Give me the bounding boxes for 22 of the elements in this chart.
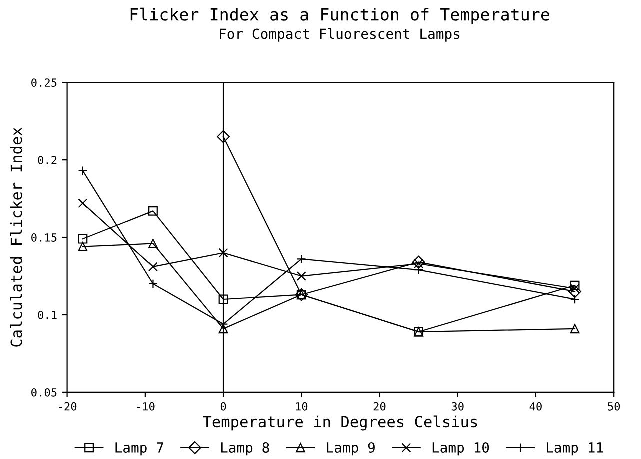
x-tick-label: 40	[530, 402, 542, 411]
x-tick-label: 30	[452, 402, 464, 411]
x-tick-label: -10	[137, 402, 155, 411]
x-tick-label: -20	[59, 402, 77, 411]
x-axis-title: Temperature in Degrees Celsius	[203, 416, 478, 431]
y-tick-label: 0.15	[32, 234, 57, 242]
x-tick-label: 10	[296, 402, 308, 411]
legend-label: Lamp 7	[116, 442, 164, 456]
y-tick-label: 0.05	[32, 388, 57, 397]
legend-label: Lamp 11	[547, 442, 604, 456]
y-axis-title: Calculated Flicker Index	[10, 128, 22, 347]
legend-label: Lamp 9	[327, 442, 375, 456]
y-tick-label: 0.25	[32, 78, 57, 88]
x-tick-label: 0	[220, 402, 226, 411]
chart-subtitle: For Compact Fluorescent Lamps	[220, 28, 460, 42]
legend-label: Lamp 8	[221, 442, 270, 456]
legend-label: Lamp 10	[432, 442, 490, 456]
x-tick-label: 50	[608, 402, 620, 411]
y-tick-label: 0.2	[38, 156, 57, 164]
chart-title: Flicker Index as a Function of Temperature	[130, 8, 550, 24]
y-tick-label: 0.1	[38, 310, 57, 320]
x-tick-label: 20	[374, 402, 386, 411]
